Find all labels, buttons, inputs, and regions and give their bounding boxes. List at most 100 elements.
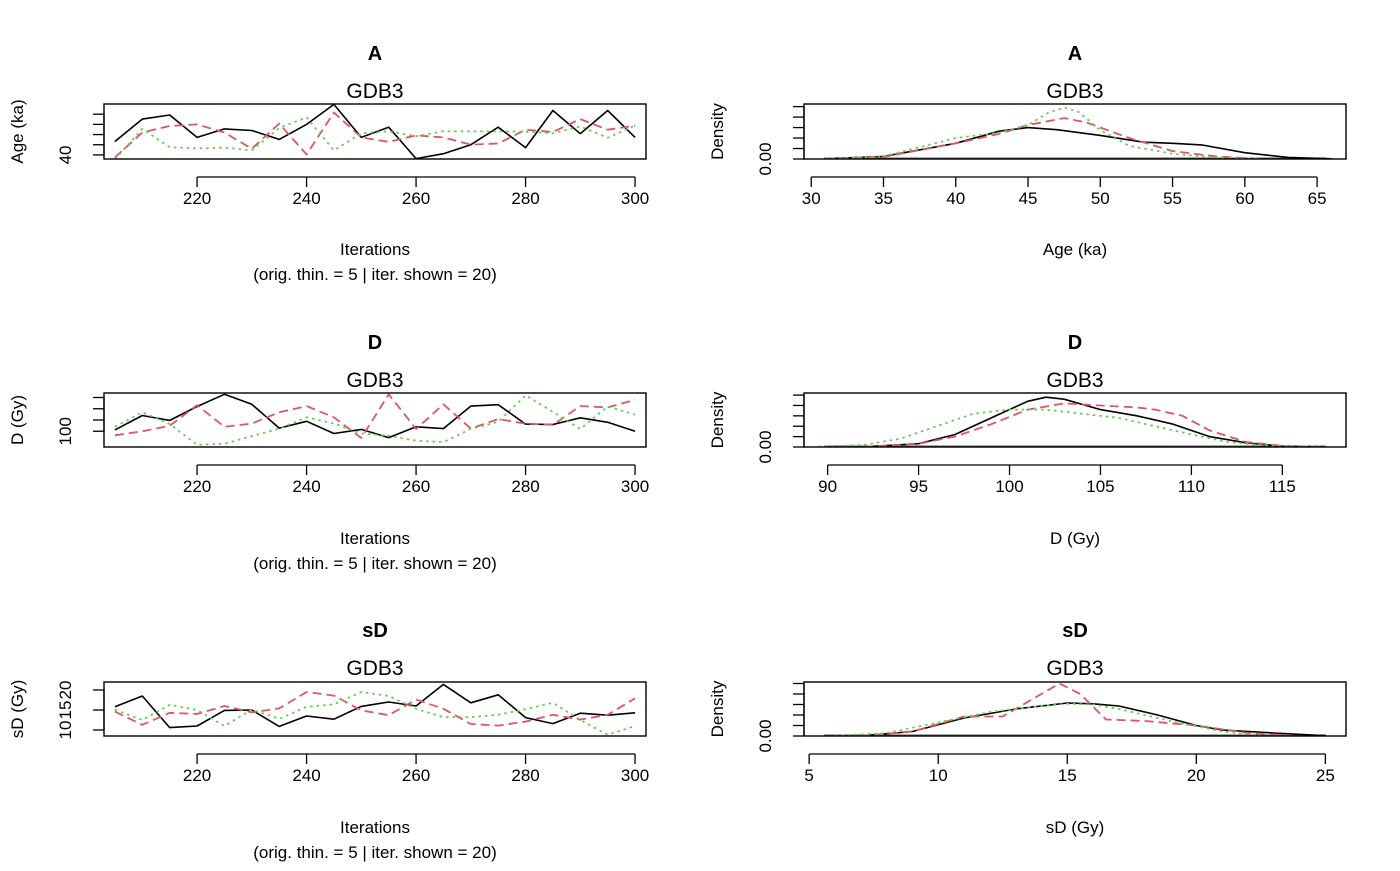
x-tick-label: 280 [511, 477, 539, 496]
x-axis: 90 95 100 105 110 115 [818, 464, 1296, 496]
y-tick-label: 0.00 [756, 719, 775, 752]
x-tick-label: 300 [621, 766, 649, 785]
x-tick-label: 110 [1178, 477, 1205, 496]
series-line-chain-3 [114, 394, 636, 446]
panel-subtitle: GDB3 [346, 657, 403, 680]
panel-4: D GDB3 D (Gy) Density 90 95 100 105 110 115 0.00 [708, 332, 1347, 548]
y-tick-label: 100 [56, 417, 75, 445]
x-tick-label: 115 [1269, 477, 1296, 496]
y-tick-label: 0.00 [756, 142, 775, 175]
panel-subtitle: GDB3 [1046, 369, 1103, 392]
y-axis-label: sD (Gy) [8, 680, 27, 739]
series-group [114, 683, 636, 736]
x-tick-label: 240 [292, 189, 320, 208]
series-line-chain-3 [114, 116, 636, 159]
plot-frame [103, 392, 647, 448]
x-tick-label: 35 [874, 189, 893, 208]
panel-subtitle: GDB3 [346, 369, 403, 392]
x-tick-label: 260 [402, 477, 430, 496]
series-line-chain-2 [860, 682, 1300, 736]
x-axis: 5 10 15 20 25 [804, 753, 1335, 785]
x-tick-label: 240 [292, 766, 320, 785]
plot-frame [803, 681, 1347, 737]
x-tick-label: 45 [1019, 189, 1038, 208]
x-tick-label: 220 [183, 477, 211, 496]
y-axis-label: Density [708, 680, 727, 737]
panel-title: D [368, 332, 382, 354]
y-tick-label: 15 [56, 701, 75, 720]
x-axis-label: Iterations [340, 240, 410, 259]
series-line-chain-2 [114, 111, 636, 159]
x-tick-label: 260 [402, 766, 430, 785]
plot-frame [103, 103, 647, 160]
series-line-chain-2 [114, 393, 636, 439]
panel-title: sD [1062, 620, 1088, 642]
panel-3: D GDB3 Iterations (orig. thin. = 5 | iter. … [8, 332, 649, 573]
panel-1: A GDB3 Iterations (orig. thin. = 5 | iter. … [8, 43, 649, 284]
x-tick-label: 65 [1308, 189, 1327, 208]
panel-title: D [1068, 332, 1082, 354]
series-group [114, 104, 636, 159]
x-tick-label: 220 [183, 766, 211, 785]
x-axis-sublabel: (orig. thin. = 5 | iter. shown = 20) [253, 554, 497, 573]
series-group [818, 396, 1328, 447]
series-line-chain-3 [114, 691, 636, 736]
x-axis-label: sD (Gy) [1046, 818, 1105, 837]
x-axis: 220 240 260 280 300 [183, 753, 649, 785]
y-axis: 0.00 [756, 105, 805, 176]
x-tick-label: 100 [995, 477, 1023, 496]
panel-title: sD [362, 620, 388, 642]
panel-subtitle: GDB3 [346, 80, 403, 103]
x-tick-label: 55 [1163, 189, 1182, 208]
x-tick-label: 260 [402, 189, 430, 208]
series-group [114, 393, 636, 446]
x-axis: 220 240 260 280 300 [183, 464, 649, 496]
plot-frame [803, 103, 1347, 160]
x-axis-sublabel: (orig. thin. = 5 | iter. shown = 20) [253, 843, 497, 862]
plot-frame [103, 681, 647, 737]
y-axis: 0.00 [756, 394, 805, 464]
y-axis-label: Density [708, 103, 727, 160]
x-axis-label: D (Gy) [1050, 529, 1100, 548]
y-axis-label: Density [708, 391, 727, 448]
y-tick-label: 10 [56, 721, 75, 740]
series-line-chain-1 [114, 104, 636, 159]
panel-subtitle: GDB3 [1046, 80, 1103, 103]
x-tick-label: 280 [511, 766, 539, 785]
y-tick-label: 40 [56, 145, 75, 164]
x-tick-label: 300 [621, 189, 649, 208]
y-axis-label: Age (ka) [8, 99, 27, 163]
x-tick-label: 105 [1086, 477, 1114, 496]
y-axis: 0.00 [756, 682, 805, 753]
series-group [824, 682, 1326, 736]
series-line-chain-2 [825, 117, 1260, 159]
panel-2: A GDB3 Age (ka) Density 30 35 40 45 50 55 60 65 0.00 [708, 43, 1347, 259]
x-tick-label: 15 [1058, 766, 1077, 785]
x-tick-label: 60 [1235, 189, 1254, 208]
x-axis: 30 35 40 45 50 55 60 65 [802, 176, 1327, 208]
x-tick-label: 95 [909, 477, 928, 496]
panel-title: A [368, 43, 382, 65]
panel-5: sD GDB3 Iterations (orig. thin. = 5 | iter.… [8, 620, 649, 862]
series-line-chain-3 [825, 106, 1260, 159]
y-tick-label: 20 [56, 681, 75, 700]
x-axis: 220 240 260 280 300 [183, 176, 649, 208]
x-tick-label: 240 [292, 477, 320, 496]
series-line-chain-3 [818, 408, 1328, 447]
x-tick-label: 40 [946, 189, 965, 208]
series-line-chain-2 [114, 691, 636, 727]
series-line-chain-3 [834, 702, 1261, 736]
x-axis-label: Iterations [340, 529, 410, 548]
y-axis: 40 [56, 113, 105, 164]
x-tick-label: 300 [621, 477, 649, 496]
panel-subtitle: GDB3 [1046, 657, 1103, 680]
x-tick-label: 90 [818, 477, 837, 496]
series-line-chain-1 [114, 683, 636, 729]
x-axis-label: Iterations [340, 818, 410, 837]
y-axis: 100 [56, 396, 105, 445]
panel-title: A [1068, 43, 1082, 65]
x-tick-label: 30 [802, 189, 821, 208]
